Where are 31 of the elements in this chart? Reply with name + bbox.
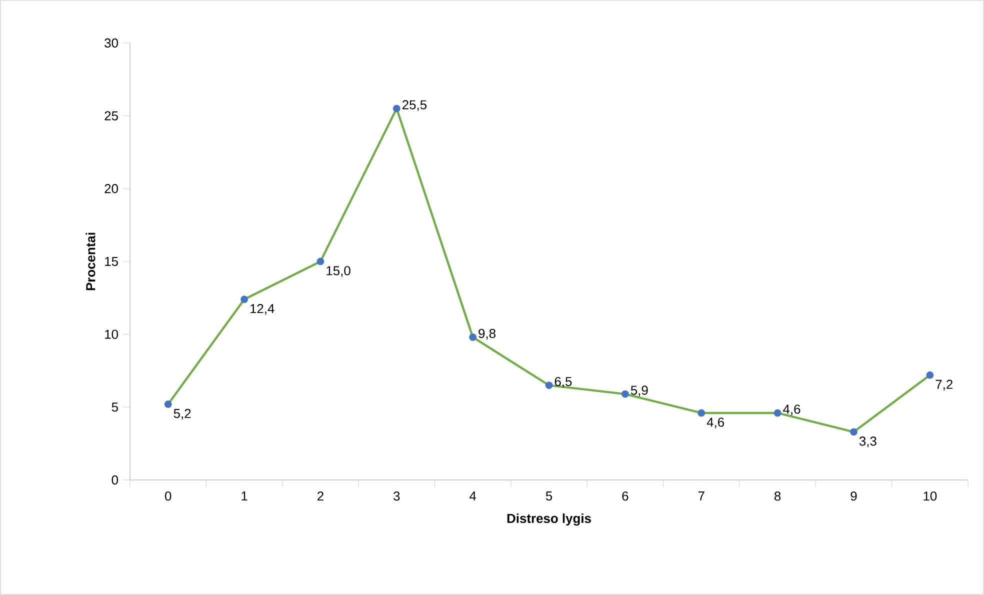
x-tick-label: 9 <box>850 492 857 501</box>
x-tick-label: 3 <box>394 492 400 501</box>
x-tick-label: 5 <box>546 492 552 501</box>
y-tick-label: 20 <box>104 184 118 194</box>
data-label: 4,6 <box>706 418 724 428</box>
data-label: 7,2 <box>936 380 952 390</box>
y-tick-label: 5 <box>112 402 118 412</box>
data-label: 5,9 <box>630 386 648 396</box>
y-axis-title: Procentai <box>86 232 96 290</box>
x-tick-label: 7 <box>698 492 704 500</box>
y-tick-label: 10 <box>105 330 118 339</box>
data-label: 3,3 <box>859 436 876 448</box>
data-label: 25,5 <box>402 100 427 111</box>
y-tick-label: 30 <box>104 38 118 48</box>
x-tick-label: 0 <box>165 492 172 501</box>
data-label: 15,0 <box>326 266 350 277</box>
y-tick-label: 0 <box>112 475 118 485</box>
x-axis-title: Distreso lygis <box>507 514 591 526</box>
y-tick-label: 25 <box>104 111 118 120</box>
x-tick-label: 2 <box>318 492 324 501</box>
data-label: 12,4 <box>250 304 274 315</box>
data-label: 9,8 <box>478 328 496 340</box>
x-tick-label: 8 <box>774 492 781 501</box>
x-tick-label: 4 <box>470 492 476 500</box>
data-label: 5,2 <box>174 408 191 420</box>
data-label: 4,6 <box>783 404 800 416</box>
x-tick-label: 6 <box>622 492 628 501</box>
x-tick-label: 10 <box>924 492 937 501</box>
x-tick-label: 1 <box>242 492 248 500</box>
data-label: 6,5 <box>554 376 572 388</box>
y-tick-label: 15 <box>105 256 118 266</box>
